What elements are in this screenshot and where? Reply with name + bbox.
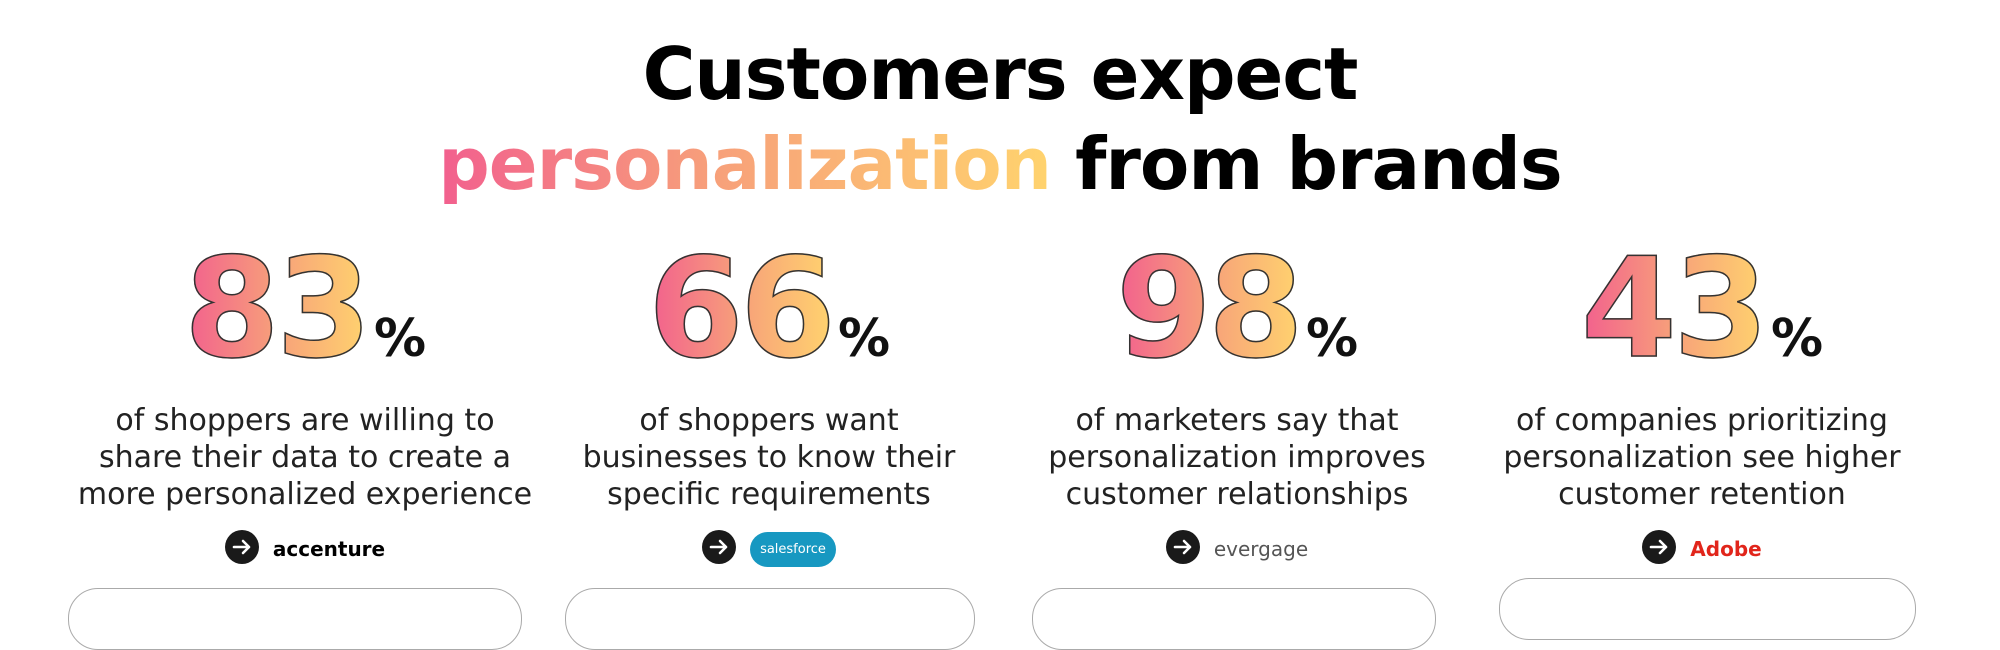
arrow-button[interactable]	[224, 530, 259, 568]
card	[565, 588, 975, 650]
description-line: more personalized experience	[77, 477, 533, 512]
source-logo: Adobe	[1690, 537, 1762, 561]
arrow-icon	[1642, 530, 1677, 564]
page: Customers expect personalization from br…	[0, 32, 2000, 650]
stat-description: of marketers say that personalization imp…	[1007, 402, 1467, 513]
stat-head: 98%	[1007, 228, 1467, 389]
stat-unit: %	[1770, 309, 1824, 369]
description-line: customer retention	[1558, 477, 1846, 512]
description-line: personalization see higher	[1503, 440, 1901, 475]
stat-description: of companies prioritizing personalization…	[1472, 402, 1932, 513]
arrow-icon	[1165, 530, 1200, 564]
arrow-icon	[224, 530, 259, 564]
card	[68, 588, 522, 650]
arrow-button[interactable]	[1165, 530, 1200, 568]
stat-number: 98	[1115, 228, 1305, 389]
stat-unit: %	[837, 309, 891, 369]
description-line: customer relationships	[1065, 477, 1409, 512]
source-logo: evergage	[1213, 537, 1309, 561]
stat-number: 43	[1580, 228, 1770, 389]
stat-column: 83% of shoppers are willing to share their…	[75, 228, 535, 569]
stat-column: 66% of shoppers want businesses to know th…	[539, 228, 999, 569]
title-rest: from brands	[1075, 122, 1563, 206]
description-line: businesses to know their	[582, 440, 956, 475]
stat-unit: %	[373, 309, 427, 369]
description-line: specific requirements	[607, 477, 931, 512]
title-line-1: Customers expect	[642, 32, 1359, 116]
stat-head: 66%	[539, 228, 999, 389]
title-line-2: personalization from brands	[0, 122, 2000, 206]
source-logo: accenture	[272, 537, 386, 561]
source: Adobe	[1472, 529, 1932, 569]
card	[1499, 578, 1916, 640]
source: evergage	[1007, 529, 1467, 569]
source: accenture	[75, 529, 535, 569]
description-line: of shoppers want	[639, 403, 899, 438]
stat-column: 98% of marketers say that personalization …	[1007, 228, 1467, 569]
arrow-icon	[702, 530, 737, 564]
stat-head: 83%	[75, 228, 535, 389]
description-line: of companies prioritizing	[1516, 403, 1888, 438]
stat-head: 43%	[1472, 228, 1932, 389]
arrow-button[interactable]	[702, 530, 737, 568]
title-highlight: personalization	[438, 122, 1052, 206]
stat-description: of shoppers want businesses to know their…	[539, 402, 999, 513]
stat-description: of shoppers are willing to share their da…	[75, 402, 535, 513]
description-line: share their data to create a	[98, 440, 512, 475]
description-line: of marketers say that	[1075, 403, 1399, 438]
card	[1032, 588, 1436, 650]
source-logo: salesforce	[750, 531, 836, 567]
stat-number: 66	[647, 228, 837, 389]
stat-column: 43% of companies prioritizing personalizat…	[1472, 228, 1932, 569]
stat-number: 83	[183, 228, 373, 389]
source: salesforce	[539, 529, 999, 569]
description-line: of shoppers are willing to	[115, 403, 495, 438]
description-line: personalization improves	[1048, 440, 1426, 475]
arrow-button[interactable]	[1642, 530, 1677, 568]
stat-unit: %	[1305, 309, 1359, 369]
